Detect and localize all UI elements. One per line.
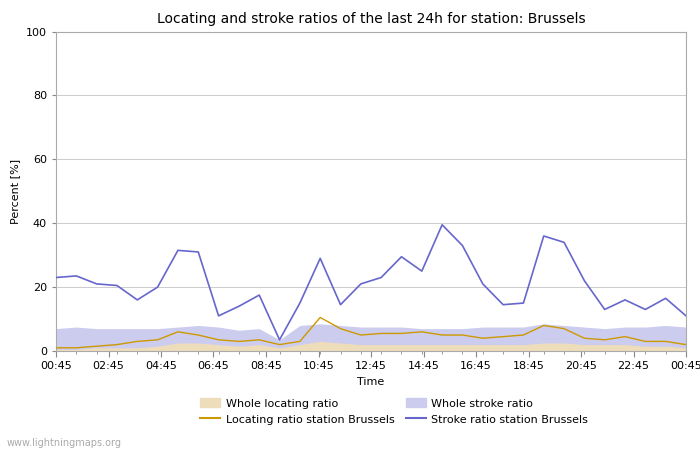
Y-axis label: Percent [%]: Percent [%] xyxy=(10,159,20,224)
Title: Locating and stroke ratios of the last 24h for station: Brussels: Locating and stroke ratios of the last 2… xyxy=(157,12,585,26)
Legend: Whole locating ratio, Locating ratio station Brussels, Whole stroke ratio, Strok: Whole locating ratio, Locating ratio sta… xyxy=(200,398,588,424)
X-axis label: Time: Time xyxy=(358,377,384,387)
Text: www.lightningmaps.org: www.lightningmaps.org xyxy=(7,438,122,448)
